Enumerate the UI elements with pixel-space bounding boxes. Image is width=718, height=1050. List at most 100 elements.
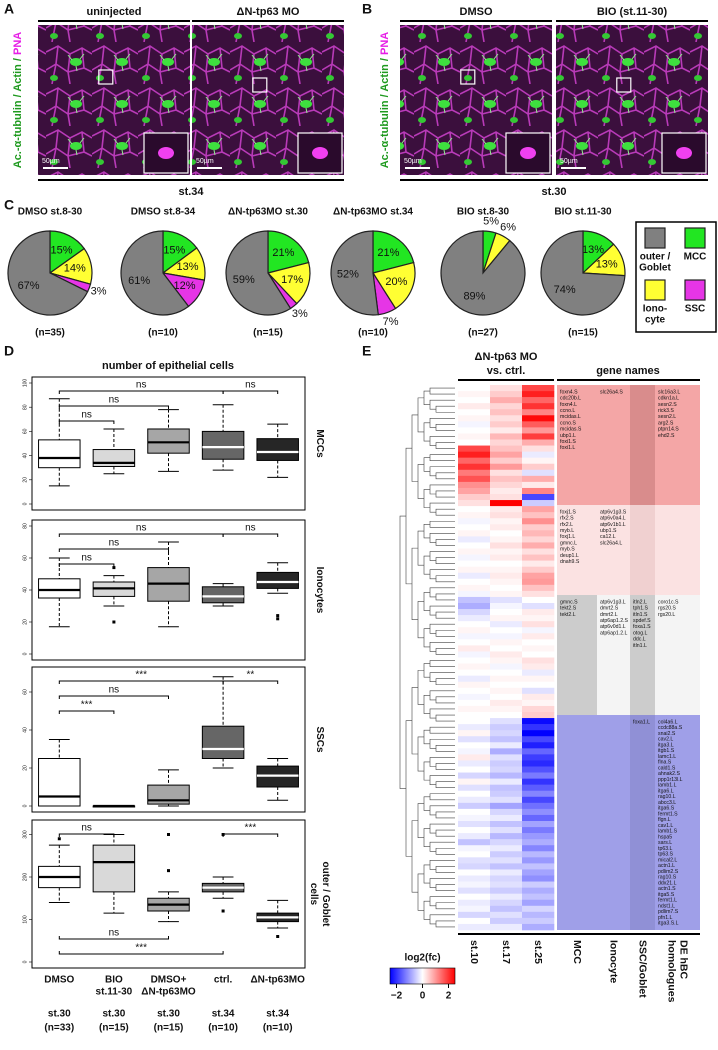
dendrogram bbox=[417, 873, 424, 911]
heatmap-cell bbox=[522, 433, 555, 440]
y-tick-label: 80 bbox=[22, 523, 28, 529]
y-tick-label: 0 bbox=[22, 502, 28, 505]
heatmap-cell bbox=[458, 391, 491, 398]
heatmap-cell bbox=[522, 487, 555, 495]
significance-bracket bbox=[58, 405, 169, 409]
heatmap-cell bbox=[522, 675, 555, 683]
heatmap-cell bbox=[458, 778, 491, 785]
heatmap-cell bbox=[490, 415, 523, 422]
pie-title: ΔN-tp63MO st.34 bbox=[333, 207, 413, 218]
pie-title: ΔN-tp63MO st.30 bbox=[228, 207, 308, 218]
heatmap-cell bbox=[522, 681, 555, 689]
heatmap-cell bbox=[458, 548, 491, 555]
dendrogram bbox=[435, 884, 455, 891]
channel-label: Ac.-α-tubulin / Actin / PNA bbox=[12, 32, 24, 169]
y-tick-label: 100 bbox=[22, 379, 28, 388]
gene-block bbox=[557, 595, 597, 715]
significance-bracket bbox=[222, 533, 279, 537]
pie-value-label: 15% bbox=[163, 244, 185, 256]
heatmap-cell bbox=[522, 621, 555, 628]
dendrogram bbox=[435, 539, 455, 546]
gene-name: cdc20b.L bbox=[560, 396, 581, 402]
heatmap-cell bbox=[522, 851, 555, 858]
dendrogram bbox=[429, 587, 455, 598]
heatmap-cell bbox=[522, 475, 555, 483]
gene-name: atp6ap1.2.S bbox=[600, 618, 629, 624]
heatmap-cell bbox=[490, 778, 523, 785]
heatmap-cell bbox=[522, 590, 555, 598]
dendrogram bbox=[429, 775, 455, 785]
dendrogram bbox=[423, 592, 430, 611]
heatmap-cell bbox=[490, 457, 523, 465]
heatmap-cell bbox=[458, 415, 491, 422]
dendrogram bbox=[429, 399, 455, 410]
gene-block bbox=[557, 715, 597, 930]
column-label: SSC/Goblet bbox=[637, 940, 649, 998]
pie-slice bbox=[267, 230, 310, 274]
gene-name: rag10.L bbox=[658, 794, 676, 800]
heatmap-cell bbox=[458, 512, 491, 519]
dendrogram bbox=[423, 761, 430, 781]
gene-name: tekt2.S bbox=[560, 606, 577, 612]
dendrogram bbox=[429, 757, 455, 767]
heatmap-cell bbox=[490, 881, 523, 888]
zoom-box bbox=[252, 77, 268, 93]
dendrogram bbox=[429, 533, 455, 543]
dendrogram bbox=[429, 841, 455, 852]
y-tick-label: 200 bbox=[22, 873, 28, 882]
legend-swatch bbox=[644, 227, 666, 249]
gene-name: itln1.S bbox=[633, 612, 648, 618]
gene-name: rfx2.L bbox=[560, 522, 573, 528]
group-n: (n=33) bbox=[44, 1023, 74, 1034]
image-header: BIO (st.11-30) bbox=[597, 6, 668, 18]
heatmap-cell bbox=[458, 693, 491, 701]
significance-bracket bbox=[58, 420, 115, 424]
heatmap-cell bbox=[522, 663, 555, 670]
heatmap-cell bbox=[522, 772, 555, 779]
significance-label: ns bbox=[109, 538, 120, 549]
heatmap-cell bbox=[458, 451, 491, 458]
gene-name: cald1.S bbox=[658, 765, 676, 771]
heatmap-cell bbox=[522, 705, 555, 713]
heatmap-cell bbox=[490, 590, 523, 598]
heatmap-cell bbox=[490, 621, 523, 628]
y-tick-label: 40 bbox=[22, 727, 28, 733]
heatmap-cell bbox=[522, 863, 555, 870]
legend-label: cyte bbox=[645, 315, 665, 326]
heatmap-cell bbox=[522, 639, 555, 646]
panel-label: E bbox=[362, 343, 371, 359]
heatmap-cell bbox=[522, 512, 555, 519]
dendrogram bbox=[435, 508, 455, 516]
channel-label-part: Ac.-α-tubulin / Actin / bbox=[379, 58, 391, 168]
group-stage: st.30 bbox=[48, 1009, 71, 1020]
dendrogram bbox=[435, 781, 455, 788]
heatmap-cell bbox=[490, 827, 523, 834]
gene-name: ddx21.L bbox=[658, 880, 677, 886]
image-header: ΔN-tp63 MO bbox=[237, 6, 300, 18]
dendrogram bbox=[423, 555, 430, 575]
heatmap-cell bbox=[458, 814, 491, 822]
gene-name: lamb1.S bbox=[658, 829, 678, 835]
heatmap-cell bbox=[458, 421, 491, 428]
gene-name: itga6.L bbox=[658, 788, 674, 794]
pie-value-label: 7% bbox=[383, 316, 399, 328]
heatmap-cell bbox=[490, 651, 523, 658]
gene-name: atp6v0d1.L bbox=[600, 624, 626, 630]
y-tick-label: 20 bbox=[22, 477, 28, 483]
heatmap-cell bbox=[458, 893, 491, 901]
scale-bar-label: 50µm bbox=[560, 158, 578, 165]
heatmap-cell bbox=[522, 857, 555, 864]
heatmap-cell bbox=[490, 512, 523, 519]
heatmap-cell bbox=[522, 584, 555, 592]
gene-name: cav2.L bbox=[658, 737, 673, 743]
gene-name: abcc3.L bbox=[658, 800, 676, 806]
heatmap-cell bbox=[522, 481, 555, 489]
group-n: (n=10) bbox=[263, 1023, 293, 1034]
heatmap-cell bbox=[522, 718, 555, 725]
dendrogram bbox=[429, 454, 455, 461]
column-label-line: homologues bbox=[666, 940, 678, 1003]
dendrogram bbox=[435, 920, 455, 928]
gene-name: mcidas.L bbox=[560, 414, 581, 420]
heatmap-cell bbox=[458, 572, 491, 580]
heatmap-cell bbox=[458, 718, 491, 725]
